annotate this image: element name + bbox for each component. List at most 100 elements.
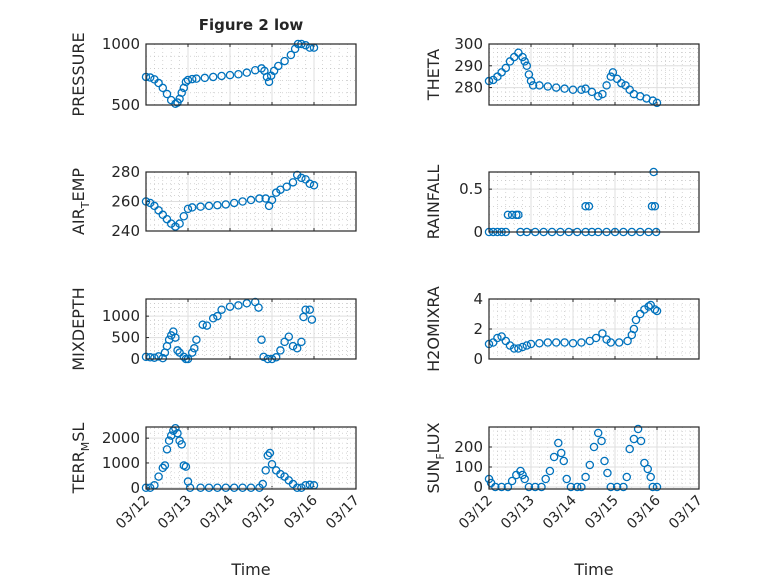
x-tick-label: 03/13 — [498, 493, 538, 533]
data-point — [549, 452, 559, 462]
data-point — [581, 472, 590, 482]
data-point — [187, 348, 197, 357]
data-point — [554, 438, 563, 448]
data-point — [204, 201, 214, 211]
data-point — [501, 336, 511, 346]
data-point — [234, 70, 243, 79]
xlabel-right: Time — [573, 560, 613, 579]
data-point — [606, 338, 616, 347]
data-point — [617, 78, 626, 88]
data-point — [297, 173, 306, 183]
data-point — [647, 202, 657, 211]
x-tick-label: 03/17 — [666, 493, 706, 533]
data-point — [196, 202, 205, 211]
data-point — [650, 305, 660, 314]
data-point — [646, 300, 655, 310]
data-point — [158, 210, 168, 220]
y-label-part: EMP — [69, 168, 88, 202]
y-tick-label: 240 — [111, 222, 140, 240]
data-point — [190, 344, 199, 353]
data-point — [603, 468, 612, 478]
data-point — [274, 61, 283, 71]
y-axis-label: THETA — [424, 49, 443, 101]
y-label-subscript: T — [79, 201, 92, 209]
xlabel-left: Time — [230, 560, 270, 579]
x-tick-label: 03/13 — [155, 493, 195, 533]
y-tick-label: 0.5 — [459, 180, 483, 198]
data-point — [217, 305, 226, 314]
data-point — [175, 348, 184, 357]
data-point — [177, 88, 186, 98]
subplot-1: 280 290 300 THETA — [424, 35, 700, 108]
data-point — [183, 204, 193, 214]
data-point — [518, 342, 527, 352]
data-point — [171, 423, 180, 433]
data-point — [543, 82, 553, 91]
y-tick-label: 200 — [454, 438, 483, 456]
data-point — [619, 482, 628, 492]
data-point — [242, 299, 252, 308]
data-point — [173, 346, 182, 355]
y-axis-label: PRESSURE — [69, 32, 88, 116]
y-label-subscript: M — [79, 442, 92, 452]
data-point — [541, 474, 550, 484]
data-point — [566, 482, 576, 492]
data-point — [608, 68, 618, 77]
data-point — [488, 338, 498, 347]
subplot-7: 03/12 03/13 03/14 03/15 03/16 03/17 0 100 200 SUN… — [424, 422, 706, 532]
axes-box — [145, 43, 357, 106]
data-point — [526, 76, 536, 86]
data-point — [622, 472, 632, 482]
data-point — [225, 70, 235, 80]
data-point — [648, 96, 658, 105]
data-point — [276, 469, 285, 479]
subplot-5: 0 2 4 H2OMIXRA — [424, 286, 700, 372]
data-point — [288, 341, 298, 351]
data-point — [299, 312, 308, 322]
data-point — [150, 201, 159, 211]
data-point — [589, 442, 599, 452]
data-point — [158, 463, 168, 473]
data-point — [520, 474, 529, 484]
data-point — [568, 85, 578, 95]
y-axis-label: TERRMSL — [69, 423, 92, 495]
data-point — [292, 344, 302, 353]
data-point — [307, 315, 317, 324]
data-point — [269, 66, 279, 76]
data-point — [185, 483, 195, 493]
data-point — [587, 87, 597, 97]
data-point — [229, 483, 239, 493]
data-point — [606, 482, 616, 492]
y-tick-label: 300 — [454, 35, 483, 53]
data-point — [572, 482, 582, 492]
data-point — [493, 333, 502, 343]
y-label-part: SL — [69, 423, 88, 442]
axes-box — [488, 298, 700, 360]
x-tick-label: 03/12 — [113, 493, 153, 533]
data-point — [282, 182, 291, 191]
data-point — [612, 74, 622, 84]
data-point — [154, 352, 163, 361]
data-point — [560, 84, 569, 93]
data-point — [162, 214, 172, 224]
data-point — [221, 200, 231, 209]
data-point — [280, 337, 289, 347]
y-label-part: PRESSURE — [69, 32, 88, 116]
data-point — [198, 320, 207, 329]
data-point — [192, 74, 201, 83]
data-point — [255, 194, 264, 203]
data-point — [246, 483, 256, 493]
data-point — [503, 482, 513, 492]
figure-title: Figure 2 low — [199, 16, 304, 34]
y-label-subscript: F — [434, 453, 447, 459]
data-point — [646, 472, 655, 482]
data-point — [221, 483, 231, 493]
data-point — [560, 338, 569, 347]
data-point — [305, 480, 315, 490]
data-point — [213, 200, 222, 210]
data-point — [584, 202, 594, 211]
data-point — [621, 81, 630, 90]
data-point — [650, 202, 660, 211]
y-label-part: MIXDEPTH — [69, 287, 88, 370]
data-point — [614, 338, 624, 347]
